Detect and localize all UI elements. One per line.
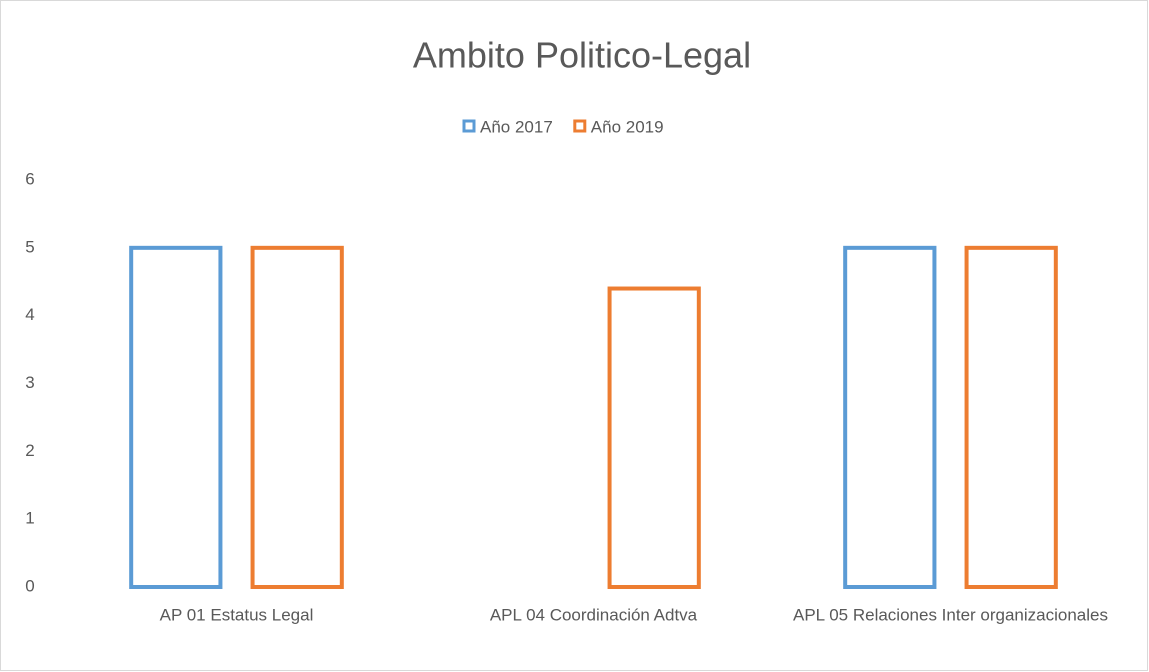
- bar: [250, 245, 344, 589]
- x-tick-label: APL 05 Relaciones Inter organizacionales: [793, 605, 1108, 624]
- bar: [129, 245, 223, 589]
- x-tick-label: AP 01 Estatus Legal: [160, 605, 314, 624]
- legend-label: Año 2017: [480, 117, 553, 136]
- legend-label: Año 2019: [591, 117, 664, 136]
- x-tick-label: APL 04 Coordinación Adtva: [490, 605, 698, 624]
- bar: [607, 286, 701, 589]
- chart-title: Ambito Politico-Legal: [413, 35, 751, 76]
- legend-marker: [462, 119, 476, 133]
- bar: [843, 245, 937, 589]
- bar: [964, 245, 1058, 589]
- y-tick-label: 4: [25, 305, 34, 324]
- y-tick-label: 0: [25, 576, 34, 595]
- y-tick-label: 6: [25, 169, 34, 188]
- y-tick-label: 1: [25, 509, 34, 528]
- y-tick-label: 3: [25, 373, 34, 392]
- legend-marker: [573, 119, 587, 133]
- y-tick-label: 2: [25, 441, 34, 460]
- y-tick-label: 5: [25, 237, 34, 256]
